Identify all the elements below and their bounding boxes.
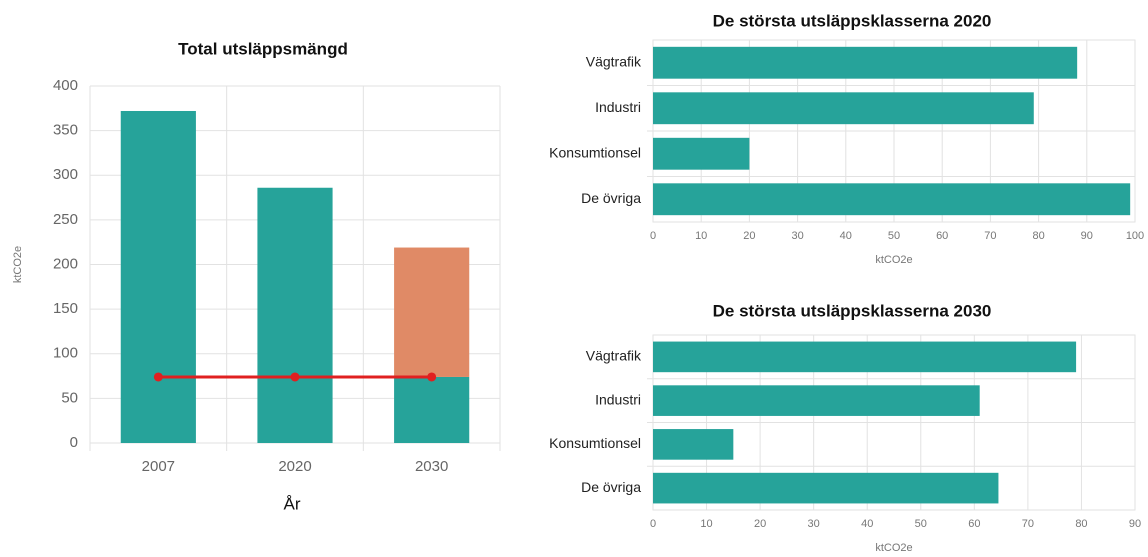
- x-tick-label: 10: [700, 518, 712, 530]
- chart-title: De största utsläppsklasserna 2030: [713, 301, 992, 320]
- y-tick-label: 300: [53, 166, 78, 183]
- line-point: [153, 372, 163, 382]
- y-tick-label: 250: [53, 211, 78, 228]
- y-tick-label: De övriga: [581, 190, 641, 206]
- line-point: [290, 372, 300, 382]
- x-tick-label: 50: [888, 230, 900, 242]
- x-tick-label: 90: [1081, 230, 1093, 242]
- x-tick-label: 2007: [142, 458, 175, 475]
- chart-title: Total utsläppsmängd: [178, 39, 348, 58]
- y-tick-label: 400: [53, 77, 78, 94]
- x-tick-label: 20: [754, 518, 766, 530]
- x-tick-label: 20: [743, 230, 755, 242]
- x-tick-label: 10: [695, 230, 707, 242]
- bar: [653, 341, 1077, 373]
- y-tick-label: 50: [61, 389, 78, 406]
- x-tick-label: 0: [650, 230, 656, 242]
- y-tick-label: Industri: [595, 99, 641, 115]
- x-tick-label: 70: [1022, 518, 1034, 530]
- bar: [653, 472, 999, 504]
- bar: [257, 187, 333, 443]
- y-tick-label: De övriga: [581, 479, 641, 495]
- y-tick-label: 100: [53, 345, 78, 362]
- bar: [653, 137, 750, 170]
- x-tick-label: 80: [1032, 230, 1044, 242]
- y-tick-label: 0: [70, 434, 78, 451]
- x-tick-label: 100: [1126, 230, 1144, 242]
- x-tick-label: 0: [650, 518, 656, 530]
- x-axis-label: ktCO2e: [875, 542, 912, 554]
- x-tick-label: 30: [808, 518, 820, 530]
- y-tick-label: 200: [53, 255, 78, 272]
- x-tick-label: 90: [1129, 518, 1141, 530]
- bar: [653, 385, 980, 416]
- x-tick-label: 40: [861, 518, 873, 530]
- bar: [653, 92, 1034, 125]
- x-tick-label: 30: [791, 230, 803, 242]
- x-tick-label: 60: [968, 518, 980, 530]
- line-point: [427, 372, 437, 382]
- y-tick-label: Vägtrafik: [586, 348, 642, 364]
- y-axis-label: ktCO2e: [12, 246, 24, 283]
- x-tick-label: 60: [936, 230, 948, 242]
- x-tick-label: 70: [984, 230, 996, 242]
- bar: [653, 46, 1078, 79]
- y-tick-label: Konsumtionsel: [549, 435, 641, 451]
- y-tick-label: Vägtrafik: [586, 53, 642, 69]
- y-tick-label: Industri: [595, 391, 641, 407]
- x-tick-label: 2030: [415, 458, 448, 475]
- bar: [394, 247, 470, 377]
- x-tick-label: 80: [1075, 518, 1087, 530]
- bar: [394, 376, 470, 443]
- bar: [653, 183, 1131, 216]
- chart-title: De största utsläppsklasserna 2020: [713, 11, 992, 30]
- x-tick-label: 50: [915, 518, 927, 530]
- bar: [120, 110, 196, 444]
- x-tick-label: 40: [840, 230, 852, 242]
- x-tick-label: 2020: [278, 458, 311, 475]
- y-tick-label: 150: [53, 300, 78, 317]
- bar: [653, 429, 734, 460]
- y-tick-label: 350: [53, 122, 78, 139]
- x-axis-label: År: [284, 494, 301, 513]
- x-axis-label: ktCO2e: [875, 254, 912, 266]
- y-tick-label: Konsumtionsel: [549, 144, 641, 160]
